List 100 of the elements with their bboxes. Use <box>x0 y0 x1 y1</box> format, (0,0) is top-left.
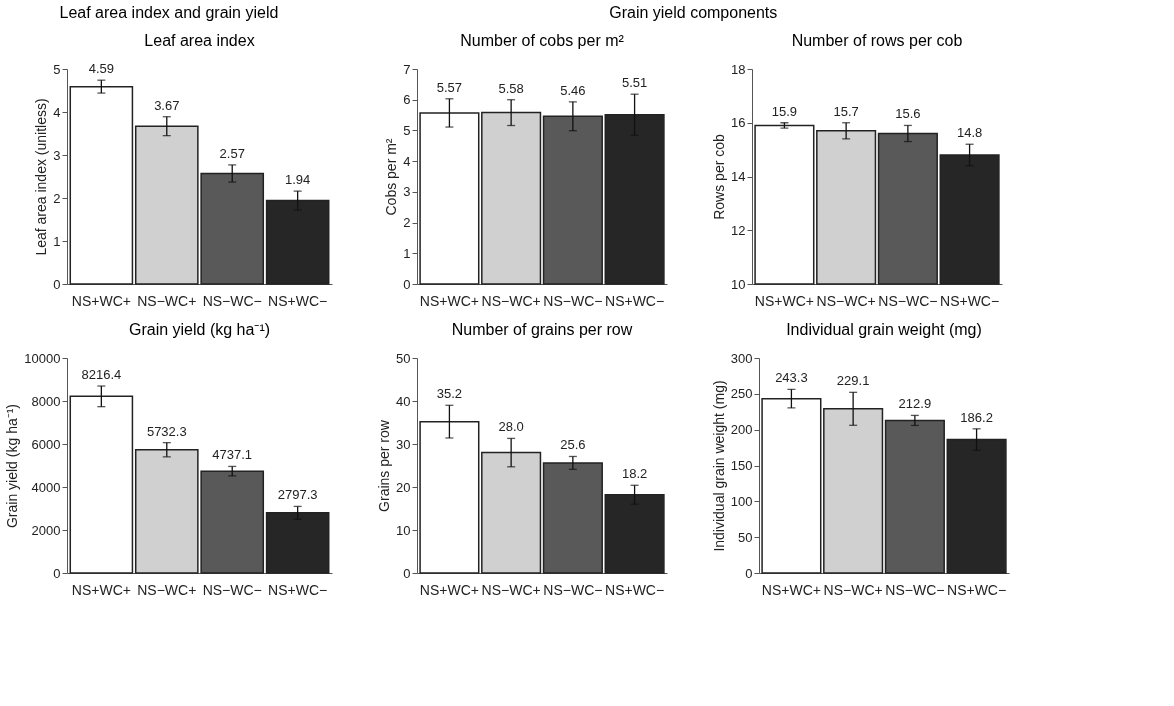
y-axis-title: Grain yield (kg ha⁻¹) <box>4 403 21 529</box>
x-tick-label: NS−WC− <box>878 292 938 309</box>
y-tick-label: 2000 <box>31 522 61 538</box>
y-tick-label: 1 <box>403 245 411 261</box>
data-label: 15.7 <box>833 103 859 119</box>
data-label: 5.51 <box>621 75 648 91</box>
y-tick-label: 8000 <box>31 393 61 409</box>
y-axis-title: Cobs per m² <box>383 138 400 216</box>
x-tick-label: NS−WC− <box>543 292 603 309</box>
y-tick-label: 300 <box>730 350 753 366</box>
chart-title: Individual grain weight (mg) <box>786 321 982 338</box>
x-tick-label: NS+WC− <box>940 292 1000 309</box>
data-label: 28.0 <box>498 419 524 435</box>
x-tick-label: NS+WC+ <box>761 581 821 598</box>
data-label: 5.46 <box>560 82 586 98</box>
data-label: 15.6 <box>895 106 921 122</box>
x-tick-label: NS+WC+ <box>419 292 479 309</box>
x-tick-label: NS−WC+ <box>137 581 197 598</box>
data-label: 2.57 <box>219 145 245 161</box>
y-tick-label: 12 <box>731 222 746 238</box>
y-tick-label: 0 <box>53 565 61 581</box>
x-tick-label: NS+WC− <box>605 581 665 598</box>
y-tick-label: 0 <box>403 276 411 292</box>
data-label: 3.67 <box>154 97 180 113</box>
x-tick-label: NS−WC− <box>202 581 262 598</box>
y-tick-label: 6000 <box>31 436 61 452</box>
x-tick-label: NS−WC− <box>202 292 262 309</box>
x-tick-label: NS+WC+ <box>419 581 479 598</box>
y-tick-label: 150 <box>730 458 753 473</box>
data-label: 5.58 <box>498 80 524 96</box>
y-tick-label: 10000 <box>24 350 61 366</box>
data-label: 15.9 <box>771 103 798 119</box>
y-tick-label: 4 <box>403 153 411 169</box>
chart-title: Number of cobs per m² <box>460 32 625 49</box>
data-label: 35.2 <box>436 386 463 402</box>
data-label: 5732.3 <box>146 423 187 439</box>
y-tick-label: 7 <box>403 61 411 77</box>
y-tick-label: 4 <box>53 104 61 120</box>
x-tick-label: NS+WC− <box>947 581 1007 598</box>
y-tick-label: 10 <box>731 276 746 292</box>
y-tick-label: 0 <box>53 276 61 292</box>
y-tick-label: 18 <box>731 61 746 77</box>
y-tick-label: 3 <box>53 147 61 163</box>
y-tick-label: 250 <box>730 386 753 402</box>
x-tick-label: NS+WC+ <box>71 581 131 598</box>
data-label: 8216.4 <box>81 367 122 383</box>
data-label: 5.57 <box>436 79 463 95</box>
y-tick-label: 6 <box>403 92 411 108</box>
y-tick-label: 2 <box>403 215 411 231</box>
x-tick-label: NS+WC− <box>268 292 328 309</box>
x-tick-label: NS+WC− <box>268 581 328 598</box>
y-tick-label: 200 <box>730 422 753 438</box>
y-tick-label: 50 <box>738 529 753 545</box>
y-tick-label: 100 <box>730 493 753 509</box>
y-tick-label: 0 <box>745 565 753 581</box>
data-label: 25.6 <box>560 437 586 453</box>
text: Leaf area index and grain yield <box>59 4 279 21</box>
data-label: 14.8 <box>956 125 983 141</box>
x-tick-label: NS−WC+ <box>816 292 876 309</box>
y-tick-label: 10 <box>396 522 411 538</box>
chart-title: Leaf area index <box>144 32 255 49</box>
x-tick-label: NS−WC+ <box>137 292 197 309</box>
x-tick-label: NS−WC+ <box>823 581 883 598</box>
y-axis-title: Leaf area index (unitless) <box>33 98 50 256</box>
data-label: 243.3 <box>775 370 808 386</box>
data-label: 18.2 <box>621 466 648 482</box>
y-tick-label: 2 <box>53 190 61 206</box>
x-tick-label: NS+WC+ <box>71 292 131 309</box>
y-tick-label: 4000 <box>31 479 61 495</box>
y-tick-label: 30 <box>396 436 411 452</box>
chart-title: Number of rows per cob <box>791 32 963 49</box>
data-label: 1.94 <box>284 172 311 188</box>
y-tick-label: 5 <box>53 61 61 77</box>
x-tick-label: NS−WC+ <box>481 581 541 598</box>
data-label: 4737.1 <box>212 447 253 463</box>
data-label: 229.1 <box>836 373 870 389</box>
y-tick-label: 20 <box>396 479 411 495</box>
y-tick-label: 5 <box>403 122 411 138</box>
y-axis-title: Grains per row <box>376 419 393 512</box>
y-axis-title: Individual grain weight (mg) <box>710 380 727 552</box>
data-label: 186.2 <box>960 409 993 425</box>
x-tick-label: NS−WC+ <box>481 292 541 309</box>
data-label: 212.9 <box>898 396 932 412</box>
x-tick-label: NS−WC− <box>543 581 603 598</box>
y-axis-title: Rows per cob <box>711 133 728 220</box>
y-tick-label: 40 <box>396 393 411 409</box>
chart-title: Number of grains per row <box>451 321 633 338</box>
x-tick-label: NS+WC+ <box>754 292 814 309</box>
chart-title: Grain yield (kg ha⁻¹) <box>128 321 271 338</box>
y-tick-label: 50 <box>396 350 411 366</box>
data-label: 4.59 <box>88 61 115 77</box>
text: Grain yield components <box>609 4 778 21</box>
y-tick-label: 14 <box>731 169 746 184</box>
y-tick-label: 1 <box>53 233 61 249</box>
x-tick-label: NS+WC− <box>605 292 665 309</box>
y-tick-label: 3 <box>403 184 411 200</box>
y-tick-label: 16 <box>731 115 746 131</box>
y-tick-label: 0 <box>403 565 411 581</box>
data-label: 2797.3 <box>277 487 318 503</box>
x-tick-label: NS−WC− <box>885 581 945 598</box>
